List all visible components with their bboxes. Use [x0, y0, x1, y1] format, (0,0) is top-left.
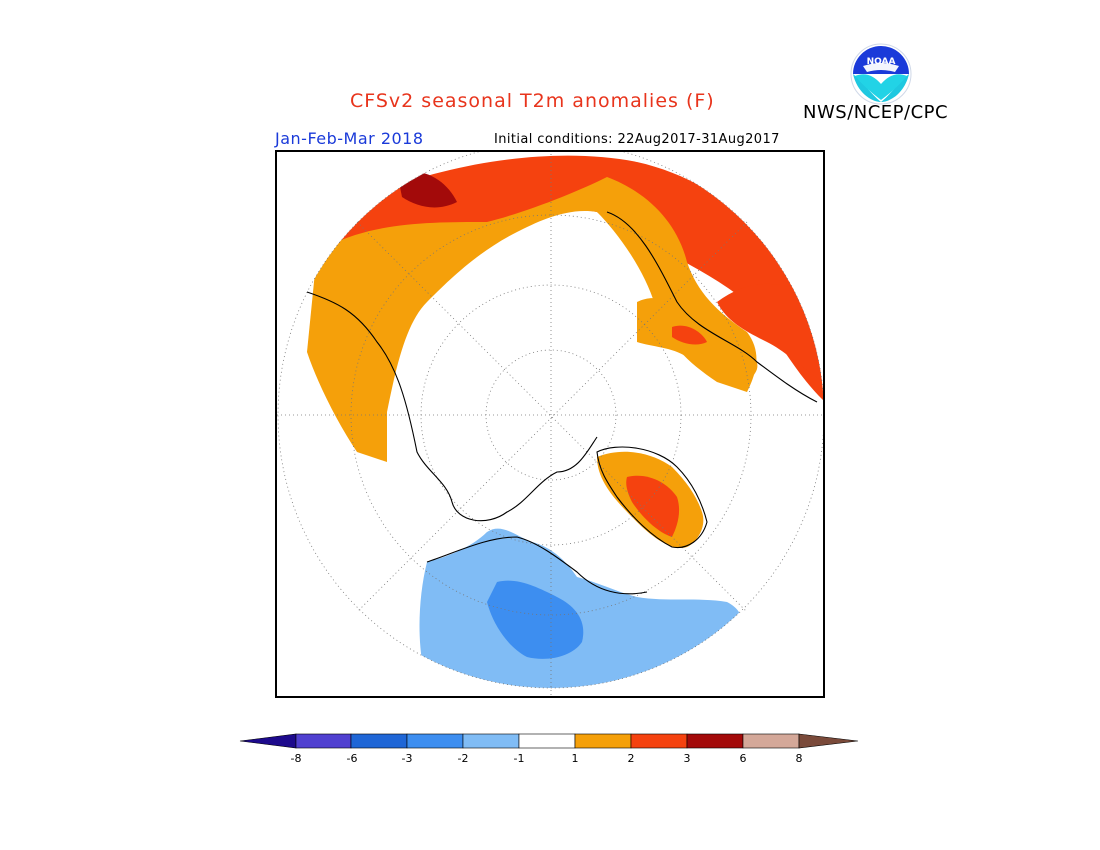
map-title: CFSv2 seasonal T2m anomalies (F): [350, 90, 715, 112]
noaa-logo-text: NOAA: [867, 57, 896, 67]
legend-tick: 3: [683, 752, 691, 765]
noaa-logo-icon: NOAA: [849, 42, 913, 106]
warm-anomaly-siberia: [307, 177, 757, 462]
legend-tick: 8: [795, 752, 803, 765]
legend-tick: 1: [571, 752, 579, 765]
coastline-eurasia: [306, 291, 598, 522]
coastline-europe: [426, 536, 648, 595]
cool-anomaly-europe-strong: [487, 580, 584, 659]
legend-tick: 6: [739, 752, 747, 765]
legend-tick: -2: [457, 752, 469, 765]
legend-tick: -1: [513, 752, 525, 765]
warm-anomaly-greenland-strong: [626, 475, 680, 537]
color-legend: [238, 730, 863, 770]
warm-anomaly-eurasia-strong: [337, 155, 823, 412]
forecast-period: Jan-Feb-Mar 2018: [275, 129, 424, 148]
polar-map: [275, 150, 825, 698]
legend-tick: 2: [627, 752, 635, 765]
warm-anomaly-alaska-strong: [672, 325, 707, 345]
cool-anomaly-europe: [419, 528, 744, 688]
legend-tick: -3: [401, 752, 413, 765]
legend-tick: -8: [290, 752, 302, 765]
initial-conditions: Initial conditions: 22Aug2017-31Aug2017: [494, 132, 780, 147]
coastline-greenland: [596, 446, 708, 549]
coastline-north-america: [606, 211, 818, 403]
agency-label: NWS/NCEP/CPC: [803, 102, 949, 123]
legend-tick: -6: [346, 752, 358, 765]
